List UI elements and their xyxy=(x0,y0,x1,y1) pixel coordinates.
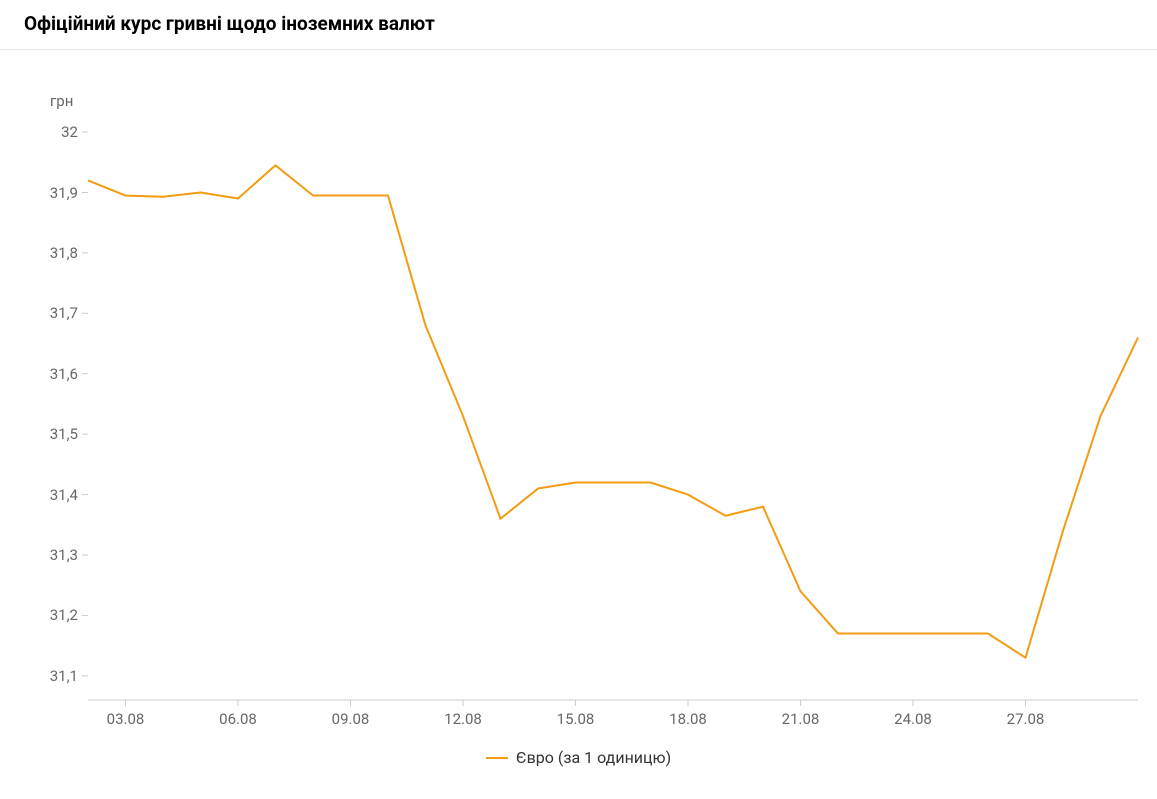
x-tick-label: 06.08 xyxy=(219,700,257,728)
legend-swatch xyxy=(486,757,508,759)
x-tick-label: 03.08 xyxy=(107,700,145,728)
plot-area: 31,131,231,331,431,531,631,731,831,93203… xyxy=(88,120,1138,700)
chart-container: Офіційний курс гривні щодо іноземних вал… xyxy=(0,0,1157,799)
chart-title: Офіційний курс гривні щодо іноземних вал… xyxy=(0,0,1157,50)
y-tick-label: 31,3 xyxy=(50,546,88,564)
y-axis-unit: грн xyxy=(50,92,73,110)
x-tick-label: 18.08 xyxy=(669,700,707,728)
legend-label: Євро (за 1 одиницю) xyxy=(516,748,671,767)
series-line xyxy=(88,165,1138,657)
y-tick-label: 31,1 xyxy=(50,667,88,685)
x-tick-label: 27.08 xyxy=(1007,700,1045,728)
y-tick-label: 31,9 xyxy=(50,184,88,202)
x-tick-label: 24.08 xyxy=(894,700,932,728)
y-tick-label: 31,8 xyxy=(50,244,88,262)
y-tick-label: 31,6 xyxy=(50,365,88,383)
x-tick-label: 09.08 xyxy=(332,700,370,728)
y-tick-label: 32 xyxy=(61,123,88,141)
y-tick-label: 31,2 xyxy=(50,606,88,624)
line-chart-svg xyxy=(88,120,1138,700)
x-tick-label: 21.08 xyxy=(782,700,820,728)
y-tick-label: 31,4 xyxy=(50,486,88,504)
x-tick-label: 15.08 xyxy=(557,700,595,728)
y-tick-label: 31,7 xyxy=(50,304,88,322)
chart-legend: Євро (за 1 одиницю) xyxy=(0,748,1157,767)
y-tick-label: 31,5 xyxy=(50,425,88,443)
x-tick-label: 12.08 xyxy=(444,700,482,728)
